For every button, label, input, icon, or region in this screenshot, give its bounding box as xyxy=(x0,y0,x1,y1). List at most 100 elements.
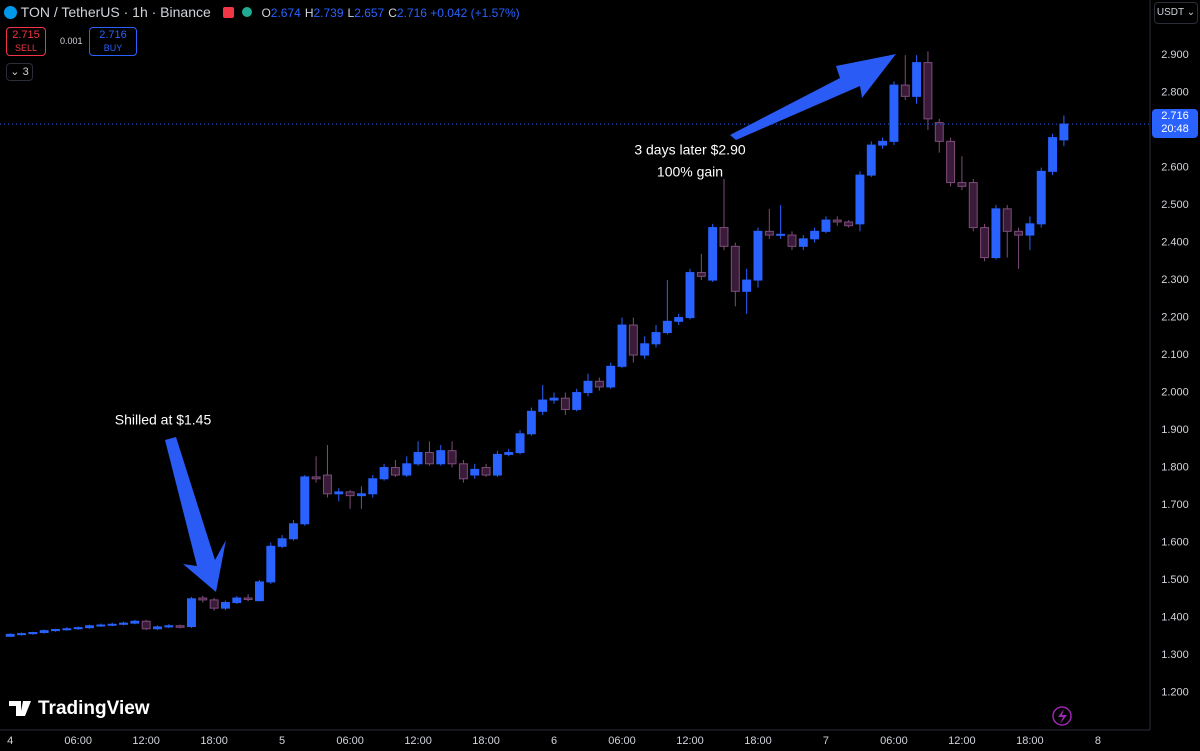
candle-body xyxy=(96,624,106,627)
candle-body xyxy=(832,219,842,223)
candle-body xyxy=(821,219,831,232)
x-tick-label: 12:00 xyxy=(132,735,160,747)
candle-body xyxy=(51,629,60,632)
candle-body xyxy=(164,625,174,628)
sell-button[interactable]: 2.715 SELL xyxy=(6,27,46,56)
buy-button[interactable]: 2.716 BUY xyxy=(89,27,137,56)
candle-body xyxy=(1025,223,1035,236)
y-tick-label: 2.000 xyxy=(1161,386,1189,398)
candle-body xyxy=(798,238,808,247)
candle-body xyxy=(538,399,548,412)
y-tick-label: 2.200 xyxy=(1161,311,1189,323)
y-tick-label: 1.600 xyxy=(1161,536,1189,548)
spread: 0.001 xyxy=(60,36,83,46)
candle-body xyxy=(424,452,434,465)
candle-body xyxy=(560,397,570,410)
y-tick-label: 1.800 xyxy=(1161,461,1189,473)
candle-body xyxy=(764,230,774,236)
candle-body xyxy=(1014,230,1024,236)
branding: TradingView xyxy=(38,698,150,719)
candle-body xyxy=(17,633,26,636)
symbol-icon xyxy=(4,6,17,19)
candle-body xyxy=(912,62,922,97)
candle-body xyxy=(719,227,729,247)
candle-body xyxy=(243,597,253,601)
y-tick-label: 2.300 xyxy=(1161,274,1189,286)
candle-body xyxy=(39,630,49,634)
indicators-toggle[interactable]: ⌄ 3 xyxy=(6,63,33,81)
candle-body xyxy=(1036,170,1046,225)
ohlc-value: 2.674 xyxy=(270,6,301,20)
candle-body xyxy=(379,467,389,480)
candle-body xyxy=(288,523,298,540)
candle-body xyxy=(5,633,15,637)
last-price-tag: 2.716 20:48 xyxy=(1152,109,1198,139)
candle-body xyxy=(855,174,865,225)
candle-body xyxy=(198,597,208,601)
alert-icon[interactable] xyxy=(1052,706,1072,726)
ohlc-value: 2.739 xyxy=(313,6,344,20)
arrow-annotation xyxy=(730,54,896,140)
y-tick-label: 1.200 xyxy=(1161,686,1189,698)
candle-body xyxy=(662,320,672,334)
candle-body xyxy=(175,625,185,628)
candle-body xyxy=(1059,123,1069,141)
candle-body xyxy=(980,227,990,259)
ohlc-key: O xyxy=(261,6,271,20)
buy-price: 2.716 xyxy=(99,29,127,41)
candle-body xyxy=(73,627,83,630)
branding-logo xyxy=(9,701,31,716)
symbol[interactable]: TON / TetherUS · 1h · Binance xyxy=(20,4,211,20)
x-tick-label: 06:00 xyxy=(64,735,92,747)
candle-body xyxy=(141,620,151,630)
x-tick-label: 12:00 xyxy=(948,735,976,747)
candle-body xyxy=(685,272,695,319)
candle-body xyxy=(674,317,684,322)
candle-body xyxy=(572,392,582,410)
x-tick-label: 8 xyxy=(1095,735,1101,747)
annotation: 100% gain xyxy=(657,164,723,180)
y-tick-label: 2.500 xyxy=(1161,199,1189,211)
candle-body xyxy=(322,474,332,495)
candle-body xyxy=(300,476,310,525)
candle-body xyxy=(119,622,128,625)
candle-body xyxy=(934,122,944,142)
currency-selector[interactable]: USDT ⌄ xyxy=(1154,2,1198,24)
candle-body xyxy=(776,233,786,236)
y-tick-label: 1.300 xyxy=(1161,649,1189,661)
y-tick-label: 1.700 xyxy=(1161,499,1189,511)
change: +0.042 (+1.57%) xyxy=(430,6,520,20)
candle-body xyxy=(651,332,661,345)
candle-body xyxy=(334,491,344,495)
x-tick-label: 4 xyxy=(7,735,13,747)
candle-body xyxy=(1048,137,1058,172)
candle-body xyxy=(878,140,888,146)
candle-body xyxy=(515,433,525,454)
x-tick-label: 18:00 xyxy=(472,735,500,747)
y-tick-label: 2.900 xyxy=(1161,49,1189,61)
candle-body xyxy=(209,599,219,609)
candle-body xyxy=(345,491,355,497)
candle-body xyxy=(900,84,910,97)
ohlc-key: L xyxy=(347,6,355,20)
candle-body xyxy=(742,279,752,292)
candle-body xyxy=(1002,208,1012,232)
candle-body xyxy=(606,365,616,388)
candle-body xyxy=(594,380,604,388)
candle-body xyxy=(402,463,412,476)
candle-body xyxy=(458,463,468,480)
x-tick-label: 06:00 xyxy=(880,735,908,747)
candle-body xyxy=(549,397,559,401)
x-tick-label: 18:00 xyxy=(1016,735,1044,747)
candle-body xyxy=(413,452,423,465)
data-status xyxy=(241,7,252,17)
candle-body xyxy=(447,450,457,465)
candle-body xyxy=(957,182,967,187)
candle-body xyxy=(583,380,593,394)
candle-body xyxy=(311,476,321,480)
candle-body xyxy=(968,182,978,229)
candle-body xyxy=(232,597,242,604)
y-tick-label: 1.900 xyxy=(1161,424,1189,436)
